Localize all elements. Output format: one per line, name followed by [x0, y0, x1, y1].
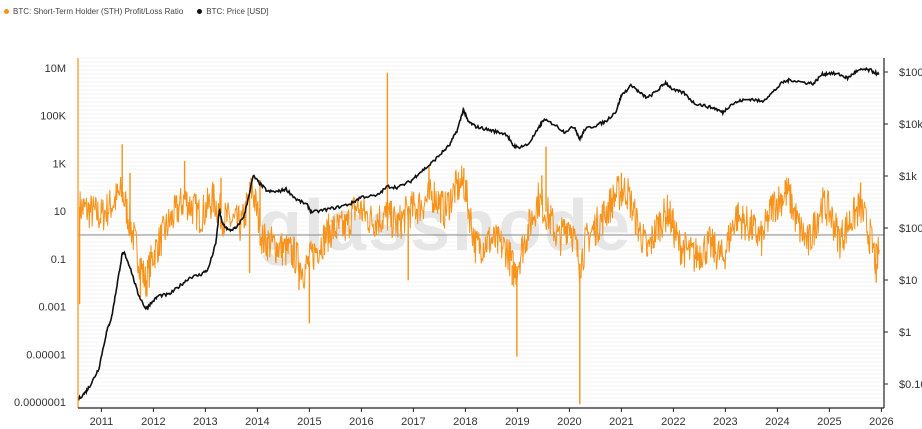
- x-tick-label: 2012: [141, 416, 165, 428]
- legend-dot-icon: [197, 8, 203, 14]
- axes: [77, 58, 885, 409]
- x-axis-ticks: 2011 2012 2013 2014 2015 2016 2017 2018 2019 2020…: [90, 408, 894, 428]
- x-tick-label: 2021: [609, 416, 633, 428]
- right-tick-label: $1: [899, 327, 911, 339]
- x-tick-label: 2017: [401, 416, 425, 428]
- right-tick-label: $100k: [899, 67, 922, 79]
- right-tick-label: $10: [899, 275, 917, 287]
- legend-item-sth-ratio[interactable]: BTC: Short-Term Holder (STH) Profit/Loss…: [4, 7, 183, 16]
- left-tick-label: 100K: [40, 111, 66, 123]
- right-axis-ticks: $100k $10k $1k $100 $10 $1 $0.10: [884, 67, 922, 391]
- legend-label-sth-ratio: BTC: Short-Term Holder (STH) Profit/Loss…: [13, 6, 184, 16]
- sth-ratio-series: [78, 72, 880, 405]
- grid: [78, 57, 884, 407]
- left-tick-label: 0.1: [51, 254, 66, 266]
- x-tick-label: 2013: [193, 416, 217, 428]
- right-tick-label: $0.10: [899, 379, 922, 391]
- left-tick-label: 0.0000001: [14, 397, 66, 409]
- x-tick-label: 2015: [297, 416, 321, 428]
- legend: BTC: Short-Term Holder (STH) Profit/Loss…: [4, 4, 269, 18]
- price-series-line: [77, 66, 880, 401]
- x-tick-label: 2023: [713, 416, 737, 428]
- left-axis-ticks: 10M 100K 1K 10 0.1 0.001 0.00001 0.0000001: [14, 63, 67, 409]
- left-tick-label: 10: [54, 206, 66, 218]
- x-tick-label: 2019: [505, 416, 529, 428]
- legend-dot-icon: [4, 8, 9, 14]
- x-tick-label: 2011: [90, 416, 114, 428]
- x-tick-label: 2014: [245, 416, 269, 428]
- left-tick-label: 1K: [53, 158, 67, 170]
- right-tick-label: $1k: [899, 171, 917, 183]
- legend-item-price[interactable]: BTC: Price [USD]: [197, 6, 269, 16]
- left-tick-label: 0.00001: [26, 349, 66, 361]
- left-tick-label: 0.001: [38, 302, 66, 314]
- right-tick-label: $100: [899, 223, 922, 235]
- x-tick-label: 2018: [453, 416, 477, 428]
- legend-label-price: BTC: Price [USD]: [206, 6, 269, 16]
- x-tick-label: 2024: [765, 416, 789, 428]
- sth-ratio-line: [79, 165, 880, 297]
- left-tick-label: 10M: [45, 63, 66, 75]
- x-tick-label: 2025: [817, 416, 841, 428]
- x-tick-label: 2026: [869, 416, 893, 428]
- x-tick-label: 2016: [349, 416, 373, 428]
- x-tick-label: 2020: [557, 416, 581, 428]
- x-tick-label: 2022: [661, 416, 685, 428]
- right-tick-label: $10k: [899, 119, 922, 131]
